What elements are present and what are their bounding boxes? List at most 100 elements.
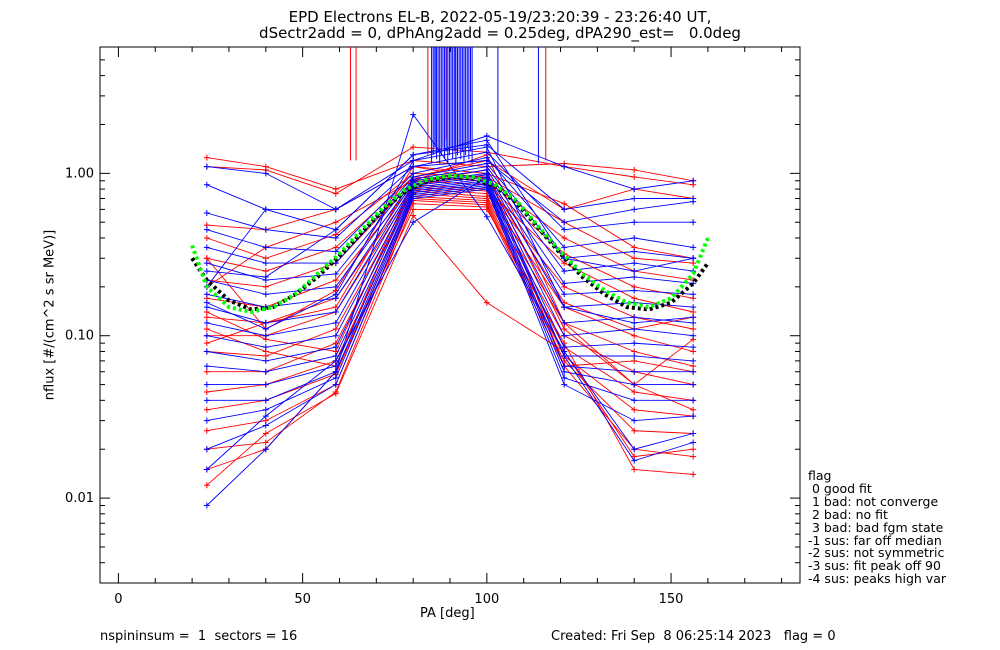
blue-plus-marker (561, 226, 568, 233)
red-plus-marker (203, 234, 210, 241)
blue-plus-marker (631, 186, 638, 193)
red-plus-marker (690, 471, 697, 478)
blue-plus-marker (332, 357, 339, 364)
blue-trace (206, 181, 694, 373)
blue-trace (206, 176, 694, 337)
blue-plus-marker (631, 353, 638, 360)
blue-plus-marker (690, 413, 697, 420)
blue-plus-marker (332, 332, 339, 339)
y-tick-label: 0.10 (65, 329, 94, 344)
blue-plus-marker (690, 368, 697, 375)
blue-plus-marker (203, 417, 210, 424)
legend-item: -4 sus: peaks high var (808, 571, 947, 587)
blue-plus-marker (203, 319, 210, 326)
red-trace (206, 154, 694, 411)
blue-plus-marker (262, 344, 269, 351)
blue-plus-marker (332, 270, 339, 277)
blue-plus-marker (483, 144, 490, 151)
blue-plus-marker (631, 446, 638, 453)
red-plus-marker (332, 219, 339, 226)
chart-title-line2: dSectr2add = 0, dPhAng2add = 0.25deg, dP… (259, 24, 741, 42)
red-plus-marker (631, 332, 638, 339)
red-plus-marker (631, 389, 638, 396)
legend-title: flag (808, 468, 832, 483)
blue-plus-marker (483, 137, 490, 144)
blue-plus-marker (332, 283, 339, 290)
red-plus-marker (631, 427, 638, 434)
blue-plus-marker (332, 248, 339, 255)
legend-item: -3 sus: fit peak off 90 (808, 558, 941, 574)
blue-plus-marker (262, 260, 269, 267)
blue-plus-marker (262, 273, 269, 280)
red-plus-marker (262, 268, 269, 275)
blue-plus-marker (561, 319, 568, 326)
blue-trace (206, 113, 694, 506)
blue-trace (206, 151, 694, 239)
red-plus-marker (561, 326, 568, 333)
blue-trace (206, 135, 694, 210)
fit-curve-green (190, 173, 710, 315)
blue-plus-marker (690, 177, 697, 184)
blue-plus-marker (262, 332, 269, 339)
blue-plus-marker (690, 381, 697, 388)
blue-plus-marker (631, 326, 638, 333)
blue-plus-marker (690, 332, 697, 339)
blue-plus-marker (690, 357, 697, 364)
blue-plus-marker (203, 209, 210, 216)
red-plus-marker (483, 206, 490, 213)
blue-trace (206, 180, 694, 362)
blue-plus-marker (410, 219, 417, 226)
legend-item: 3 bad: bad fgm state (808, 519, 944, 535)
blue-plus-marker (262, 319, 269, 326)
red-plus-marker (203, 368, 210, 375)
data-traces (203, 47, 697, 509)
blue-trace (206, 139, 694, 278)
blue-plus-marker (631, 397, 638, 404)
blue-plus-marker (690, 304, 697, 311)
x-tick-label: 0 (114, 592, 122, 607)
blue-plus-marker (203, 332, 210, 339)
red-plus-marker (631, 166, 638, 173)
red-plus-marker (203, 406, 210, 413)
blue-plus-marker (690, 198, 697, 205)
blue-trace (206, 144, 694, 231)
red-plus-marker (203, 389, 210, 396)
red-plus-marker (332, 277, 339, 284)
blue-plus-marker (203, 260, 210, 267)
blue-plus-marker (332, 226, 339, 233)
axes: 0 50 100 150 0.01 0.10 1.00 (65, 46, 800, 607)
red-plus-marker (203, 340, 210, 347)
blue-plus-marker (262, 397, 269, 404)
blue-plus-marker (631, 219, 638, 226)
blue-plus-marker (262, 406, 269, 413)
red-plus-marker (332, 390, 339, 397)
blue-plus-marker (690, 314, 697, 321)
blue-plus-marker (410, 111, 417, 118)
red-plus-marker (262, 439, 269, 446)
blue-plus-marker (262, 422, 269, 429)
blue-plus-marker (410, 195, 417, 202)
blue-plus-marker (203, 502, 210, 509)
blue-plus-marker (203, 181, 210, 188)
red-plus-marker (561, 234, 568, 241)
x-tick-label: 150 (659, 592, 684, 607)
blue-plus-marker (631, 248, 638, 255)
blue-plus-marker (203, 363, 210, 370)
blue-plus-marker (631, 273, 638, 280)
red-plus-marker (690, 326, 697, 333)
blue-plus-marker (631, 340, 638, 347)
blue-plus-marker (631, 381, 638, 388)
y-tick-label: 1.00 (65, 166, 94, 181)
blue-plus-marker (561, 353, 568, 360)
blue-trace (206, 160, 694, 288)
red-trace (206, 188, 694, 352)
blue-plus-marker (262, 446, 269, 453)
red-plus-marker (262, 430, 269, 437)
blue-plus-marker (561, 291, 568, 298)
blue-plus-marker (483, 213, 490, 220)
blue-plus-marker (631, 195, 638, 202)
red-plus-marker (332, 326, 339, 333)
blue-plus-marker (262, 226, 269, 233)
blue-trace (206, 186, 694, 422)
blue-plus-marker (690, 397, 697, 404)
